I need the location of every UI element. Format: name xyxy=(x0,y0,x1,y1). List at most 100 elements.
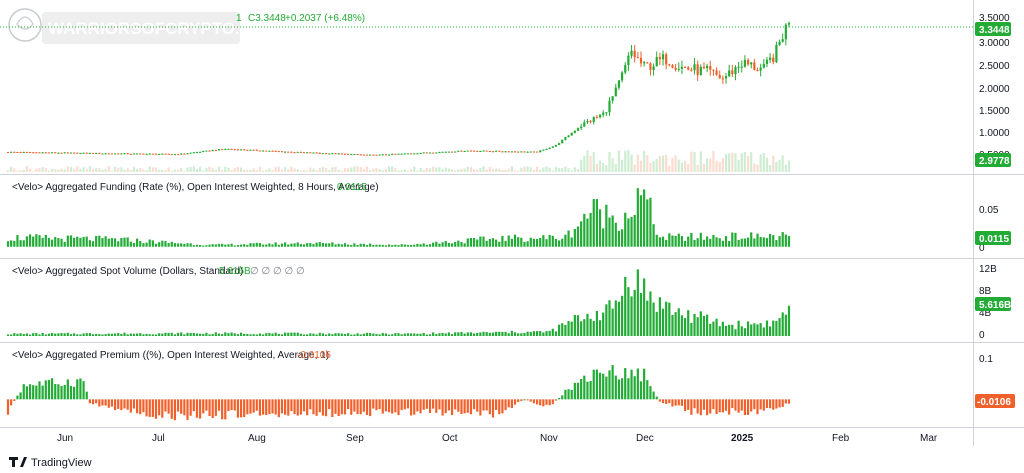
funding-tag xyxy=(975,231,1011,245)
premium-bar xyxy=(205,399,208,411)
spot-volume-bar xyxy=(706,314,709,336)
candle-body xyxy=(85,152,88,154)
spot-volume-bar xyxy=(523,332,526,336)
premium-bar xyxy=(624,368,627,400)
volume-bar xyxy=(655,158,658,172)
premium-bar xyxy=(482,399,485,411)
premium-bar xyxy=(265,399,268,416)
volume-bar xyxy=(148,166,151,172)
spot-volume-bar xyxy=(539,331,542,336)
candle-body xyxy=(668,64,671,66)
spot-volume-bar xyxy=(397,333,400,336)
spot-volume-bar xyxy=(136,333,139,336)
candle-body xyxy=(290,151,293,153)
spot-volume-bar xyxy=(299,333,302,336)
volume-bar xyxy=(60,168,63,172)
volume-bar xyxy=(400,170,403,172)
volume-bar xyxy=(561,167,564,172)
premium-bar xyxy=(608,370,611,400)
funding-bar xyxy=(302,244,306,247)
candle-body xyxy=(419,152,422,154)
candle-body xyxy=(539,150,542,153)
funding-bar xyxy=(680,236,684,247)
volume-bar xyxy=(652,160,655,172)
premium-bar xyxy=(668,399,671,404)
volume-bar xyxy=(214,169,217,172)
spot-volume-bar xyxy=(501,331,504,336)
premium-bar xyxy=(287,399,290,416)
volume-bar xyxy=(617,150,621,172)
candle-body xyxy=(520,151,523,153)
volume-bar xyxy=(702,163,706,172)
volume-bar xyxy=(82,167,85,172)
funding-bar xyxy=(221,243,224,247)
spot-volume-bar xyxy=(743,328,747,336)
premium-bar xyxy=(504,399,507,411)
candle-body xyxy=(589,121,592,123)
tradingview-branding[interactable]: TradingView xyxy=(9,457,92,469)
volume-bar xyxy=(526,166,529,172)
premium-bar xyxy=(734,399,737,411)
volume-bar xyxy=(54,169,57,172)
spot-volume-bar xyxy=(126,334,129,336)
premium-bar xyxy=(507,399,510,408)
funding-bar xyxy=(740,238,743,247)
premium-bar xyxy=(63,385,66,400)
funding-bar xyxy=(567,230,570,247)
premium-bar xyxy=(211,399,214,419)
premium-bar xyxy=(517,399,520,402)
spot-volume-bar xyxy=(82,333,85,336)
volume-bar xyxy=(683,160,687,172)
funding-bar xyxy=(683,240,687,247)
volume-bar xyxy=(482,166,485,172)
spot-volume-bar xyxy=(422,332,425,336)
candle-body xyxy=(743,59,747,67)
funding-bar xyxy=(485,240,488,247)
spot-volume-bar xyxy=(154,334,158,336)
candle-body xyxy=(734,66,737,75)
spot-volume-bar xyxy=(57,333,60,336)
premium-bar xyxy=(202,399,205,414)
funding-bar xyxy=(47,238,51,247)
premium-bar xyxy=(558,398,561,400)
premium-bar xyxy=(334,399,337,414)
spot-volume-bar xyxy=(775,320,778,336)
price-tick: 3.0000 xyxy=(979,38,1010,49)
candle-body xyxy=(249,149,252,151)
volume-bar xyxy=(737,159,740,172)
candle-body xyxy=(129,153,132,155)
premium-bar xyxy=(671,399,674,407)
funding-bar xyxy=(545,239,548,247)
spot-volume-bar xyxy=(151,334,154,336)
candle-body xyxy=(750,62,753,65)
funding-bar xyxy=(620,229,624,247)
candle-body xyxy=(139,153,142,155)
spot-volume-bar xyxy=(378,334,381,336)
volume-bar xyxy=(334,166,337,172)
spot-volume-bar xyxy=(432,332,435,336)
funding-bar xyxy=(775,240,778,247)
candle-body xyxy=(255,149,258,151)
premium-bar xyxy=(54,384,57,400)
spot-volume-bar xyxy=(41,333,44,336)
spot-volume-bar xyxy=(469,332,473,336)
spot-volume-bar xyxy=(605,304,608,336)
premium-bar xyxy=(60,386,63,400)
premium-bar xyxy=(315,399,318,416)
premium-bar xyxy=(605,376,608,400)
premium-bar xyxy=(129,399,132,413)
funding-bar xyxy=(403,244,406,247)
spot-pane-extra: ∅ ∅ ∅ ∅ ∅ xyxy=(250,266,305,277)
premium-bar xyxy=(101,399,104,406)
premium-bar xyxy=(296,399,299,416)
funding-bar xyxy=(495,239,498,247)
candle-body xyxy=(737,66,740,68)
volume-bar xyxy=(614,163,617,172)
candle-body xyxy=(702,66,706,69)
candle-body xyxy=(636,57,639,59)
funding-bar xyxy=(737,239,740,247)
volume-bar xyxy=(315,170,318,172)
premium-bar xyxy=(419,399,422,414)
premium-bar xyxy=(120,399,123,411)
premium-bar xyxy=(602,373,605,400)
